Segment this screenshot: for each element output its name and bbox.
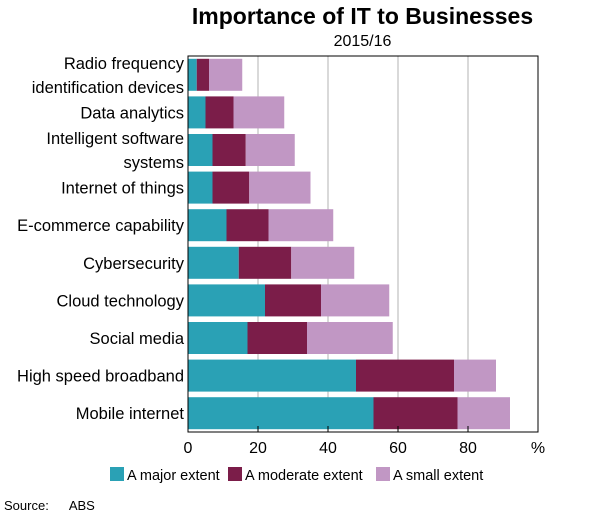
bar-a-small-extent bbox=[268, 209, 334, 242]
bar-a-major-extent bbox=[188, 359, 356, 392]
bar-a-moderate-extent bbox=[212, 134, 246, 166]
legend-swatch bbox=[228, 467, 242, 481]
bar-a-moderate-extent bbox=[212, 171, 250, 204]
category-label: Social media bbox=[90, 330, 185, 348]
bar-a-small-extent bbox=[233, 96, 285, 129]
x-tick-label: 40 bbox=[319, 440, 337, 457]
category-label: E-commerce capability bbox=[17, 217, 185, 235]
bar-a-major-extent bbox=[188, 209, 227, 242]
category-label: Cybersecurity bbox=[83, 255, 185, 273]
bar-a-moderate-extent bbox=[226, 209, 269, 242]
bar-a-moderate-extent bbox=[265, 284, 321, 317]
category-label: Radio frequency bbox=[64, 55, 185, 73]
x-tick-label: 20 bbox=[249, 440, 267, 457]
chart-subtitle: 2015/16 bbox=[333, 33, 392, 50]
bar-a-major-extent bbox=[188, 246, 239, 279]
source-value: ABS bbox=[68, 498, 95, 513]
category-label: Cloud technology bbox=[56, 292, 184, 310]
bar-a-major-extent bbox=[188, 397, 374, 430]
bar-a-small-extent bbox=[209, 58, 243, 91]
legend-label: A small extent bbox=[393, 468, 483, 484]
category-label: Intelligent software bbox=[46, 130, 184, 148]
bar-a-small-extent bbox=[454, 359, 496, 392]
bar-a-moderate-extent bbox=[205, 96, 234, 129]
bar-a-major-extent bbox=[188, 134, 213, 166]
bar-a-small-extent bbox=[249, 171, 311, 204]
legend-swatch bbox=[110, 467, 124, 481]
bar-a-moderate-extent bbox=[247, 322, 307, 354]
category-label: High speed broadband bbox=[17, 368, 184, 386]
category-label: Internet of things bbox=[61, 180, 184, 198]
legend-swatch bbox=[376, 467, 390, 481]
bar-a-moderate-extent bbox=[373, 397, 458, 430]
bar-a-major-extent bbox=[188, 58, 197, 91]
legend-label: A moderate extent bbox=[245, 468, 363, 484]
legend-label: A major extent bbox=[127, 468, 220, 484]
bar-a-major-extent bbox=[188, 284, 265, 317]
bar-a-moderate-extent bbox=[356, 359, 454, 392]
x-tick-label: 0 bbox=[184, 440, 193, 457]
category-label: Data analytics bbox=[80, 104, 184, 122]
bar-a-moderate-extent bbox=[196, 58, 209, 91]
source-note: Source: ABS bbox=[4, 498, 95, 513]
bar-a-small-extent bbox=[307, 322, 393, 354]
bar-a-small-extent bbox=[457, 397, 510, 430]
x-unit-label: % bbox=[531, 440, 545, 457]
category-label: identification devices bbox=[32, 79, 184, 97]
category-label: Mobile internet bbox=[76, 405, 185, 423]
bar-a-moderate-extent bbox=[238, 246, 292, 279]
category-label: systems bbox=[123, 154, 184, 172]
x-tick-label: 60 bbox=[389, 440, 407, 457]
x-tick-label: 80 bbox=[459, 440, 477, 457]
source-label: Source: bbox=[4, 498, 49, 513]
bar-a-small-extent bbox=[291, 246, 355, 279]
bar-a-small-extent bbox=[321, 284, 390, 317]
bar-a-major-extent bbox=[188, 96, 206, 129]
chart-title: Importance of IT to Businesses bbox=[191, 3, 534, 29]
bar-a-small-extent bbox=[245, 134, 295, 166]
bar-a-major-extent bbox=[188, 322, 248, 354]
plot-frame bbox=[187, 55, 539, 433]
bar-a-major-extent bbox=[188, 171, 213, 204]
